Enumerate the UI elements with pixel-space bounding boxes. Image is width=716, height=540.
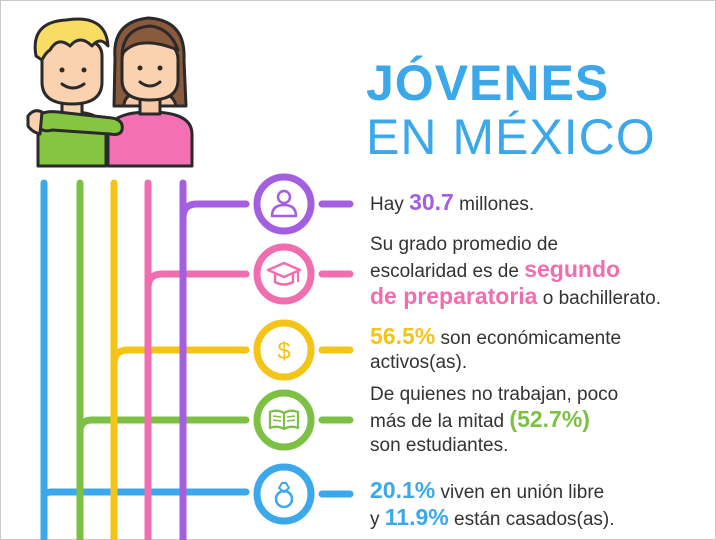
title-line-1: JÓVENES bbox=[366, 55, 610, 111]
title-line-2: EN MÉXICO bbox=[366, 109, 656, 165]
pink-route bbox=[144, 179, 250, 289]
fact-highlight: 11.9% bbox=[384, 504, 449, 530]
fact-marital-status: 20.1% viven en unión libre y 11.9% están… bbox=[370, 478, 615, 532]
fact-text: más de la mitad bbox=[370, 411, 510, 432]
fact-highlight: 30.7 bbox=[409, 189, 454, 215]
dollar-icon: $ bbox=[253, 319, 315, 381]
fact-schooling: Su grado promedio de escolaridad es de s… bbox=[370, 233, 661, 311]
fact-highlight: (52.7%) bbox=[509, 406, 590, 432]
two-youths-illustration bbox=[26, 16, 194, 168]
fact-text: viven en unión libre bbox=[435, 482, 605, 503]
route-lines bbox=[40, 179, 354, 540]
fact-text: o bachillerato. bbox=[537, 288, 662, 309]
fact-text: Hay bbox=[370, 194, 410, 215]
fact-text: son económicamente bbox=[435, 328, 622, 349]
open-book-icon bbox=[253, 389, 315, 451]
fact-highlight: 56.5% bbox=[370, 323, 436, 349]
fact-text: Su grado promedio de bbox=[370, 234, 559, 255]
fact-text: escolaridad es de bbox=[370, 261, 525, 282]
fact-highlight: de preparatoria bbox=[370, 283, 538, 309]
fact-text: activos(as). bbox=[370, 352, 468, 373]
fact-economically-active: 56.5% son económicamente activos(as). bbox=[370, 324, 621, 375]
fact-population: Hay 30.7 millones. bbox=[370, 190, 534, 217]
fact-highlight: 20.1% bbox=[370, 477, 436, 503]
ring-icon bbox=[253, 463, 315, 525]
fact-text: están casados(as). bbox=[448, 509, 615, 530]
svg-text:$: $ bbox=[277, 338, 290, 365]
fact-students: De quienes no trabajan, poco más de la m… bbox=[370, 383, 618, 458]
fact-text: y bbox=[370, 509, 385, 530]
person-icon bbox=[253, 173, 315, 235]
purple-route bbox=[179, 179, 250, 219]
fact-text: De quienes no trabajan, poco bbox=[370, 384, 619, 405]
fact-text: son estudiantes. bbox=[370, 435, 509, 456]
graduation-cap-icon bbox=[253, 243, 315, 305]
fact-highlight: segundo bbox=[524, 256, 621, 282]
fact-text: millones. bbox=[453, 194, 535, 215]
green-route bbox=[76, 179, 250, 433]
